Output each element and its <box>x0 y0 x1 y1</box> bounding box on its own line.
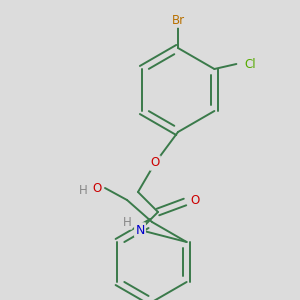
Text: H: H <box>79 184 87 197</box>
Text: O: O <box>150 157 160 169</box>
Text: Br: Br <box>171 14 184 26</box>
Text: N: N <box>135 224 145 236</box>
Text: O: O <box>190 194 200 206</box>
Text: H: H <box>123 215 131 229</box>
Text: Cl: Cl <box>244 58 256 70</box>
Text: O: O <box>92 182 102 194</box>
